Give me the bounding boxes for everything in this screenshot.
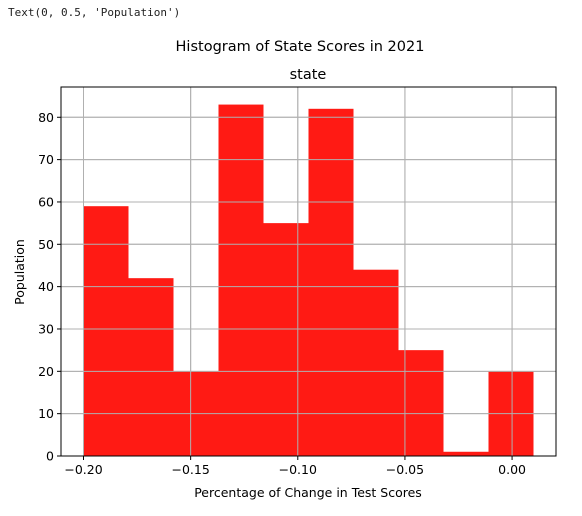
x-tick-label: −0.10: [279, 462, 317, 477]
x-axis-label: Percentage of Change in Test Scores: [194, 485, 422, 500]
y-axis: 0 10 20 30 40 50 60 70 80: [38, 110, 61, 464]
x-tick-label: −0.05: [386, 462, 424, 477]
histogram-bar: [264, 223, 309, 456]
y-tick-label: 70: [38, 152, 54, 167]
y-tick-label: 40: [38, 279, 54, 294]
histogram-bar: [444, 452, 489, 456]
x-tick-label: 0.00: [498, 462, 526, 477]
histogram-bar: [129, 278, 174, 456]
y-tick-label: 80: [38, 110, 54, 125]
chart-title: Histogram of State Scores in 2021: [176, 39, 425, 55]
histogram-bar: [354, 270, 399, 456]
y-axis-label: Population: [12, 239, 27, 305]
histogram-bar: [219, 105, 264, 456]
x-tick-label: −0.20: [64, 462, 102, 477]
y-tick-label: 30: [38, 321, 54, 336]
x-axis: −0.20 −0.15 −0.10 −0.05 0.00: [64, 456, 526, 477]
histogram-bars: [84, 105, 534, 456]
y-tick-label: 20: [38, 364, 54, 379]
y-tick-label: 0: [46, 449, 54, 464]
y-tick-label: 50: [38, 237, 54, 252]
x-tick-label: −0.15: [171, 462, 209, 477]
histogram-bar: [309, 109, 354, 456]
subplot-title: state: [290, 67, 327, 83]
y-tick-label: 60: [38, 194, 54, 209]
y-tick-label: 10: [38, 406, 54, 421]
histogram-bar: [84, 206, 129, 456]
